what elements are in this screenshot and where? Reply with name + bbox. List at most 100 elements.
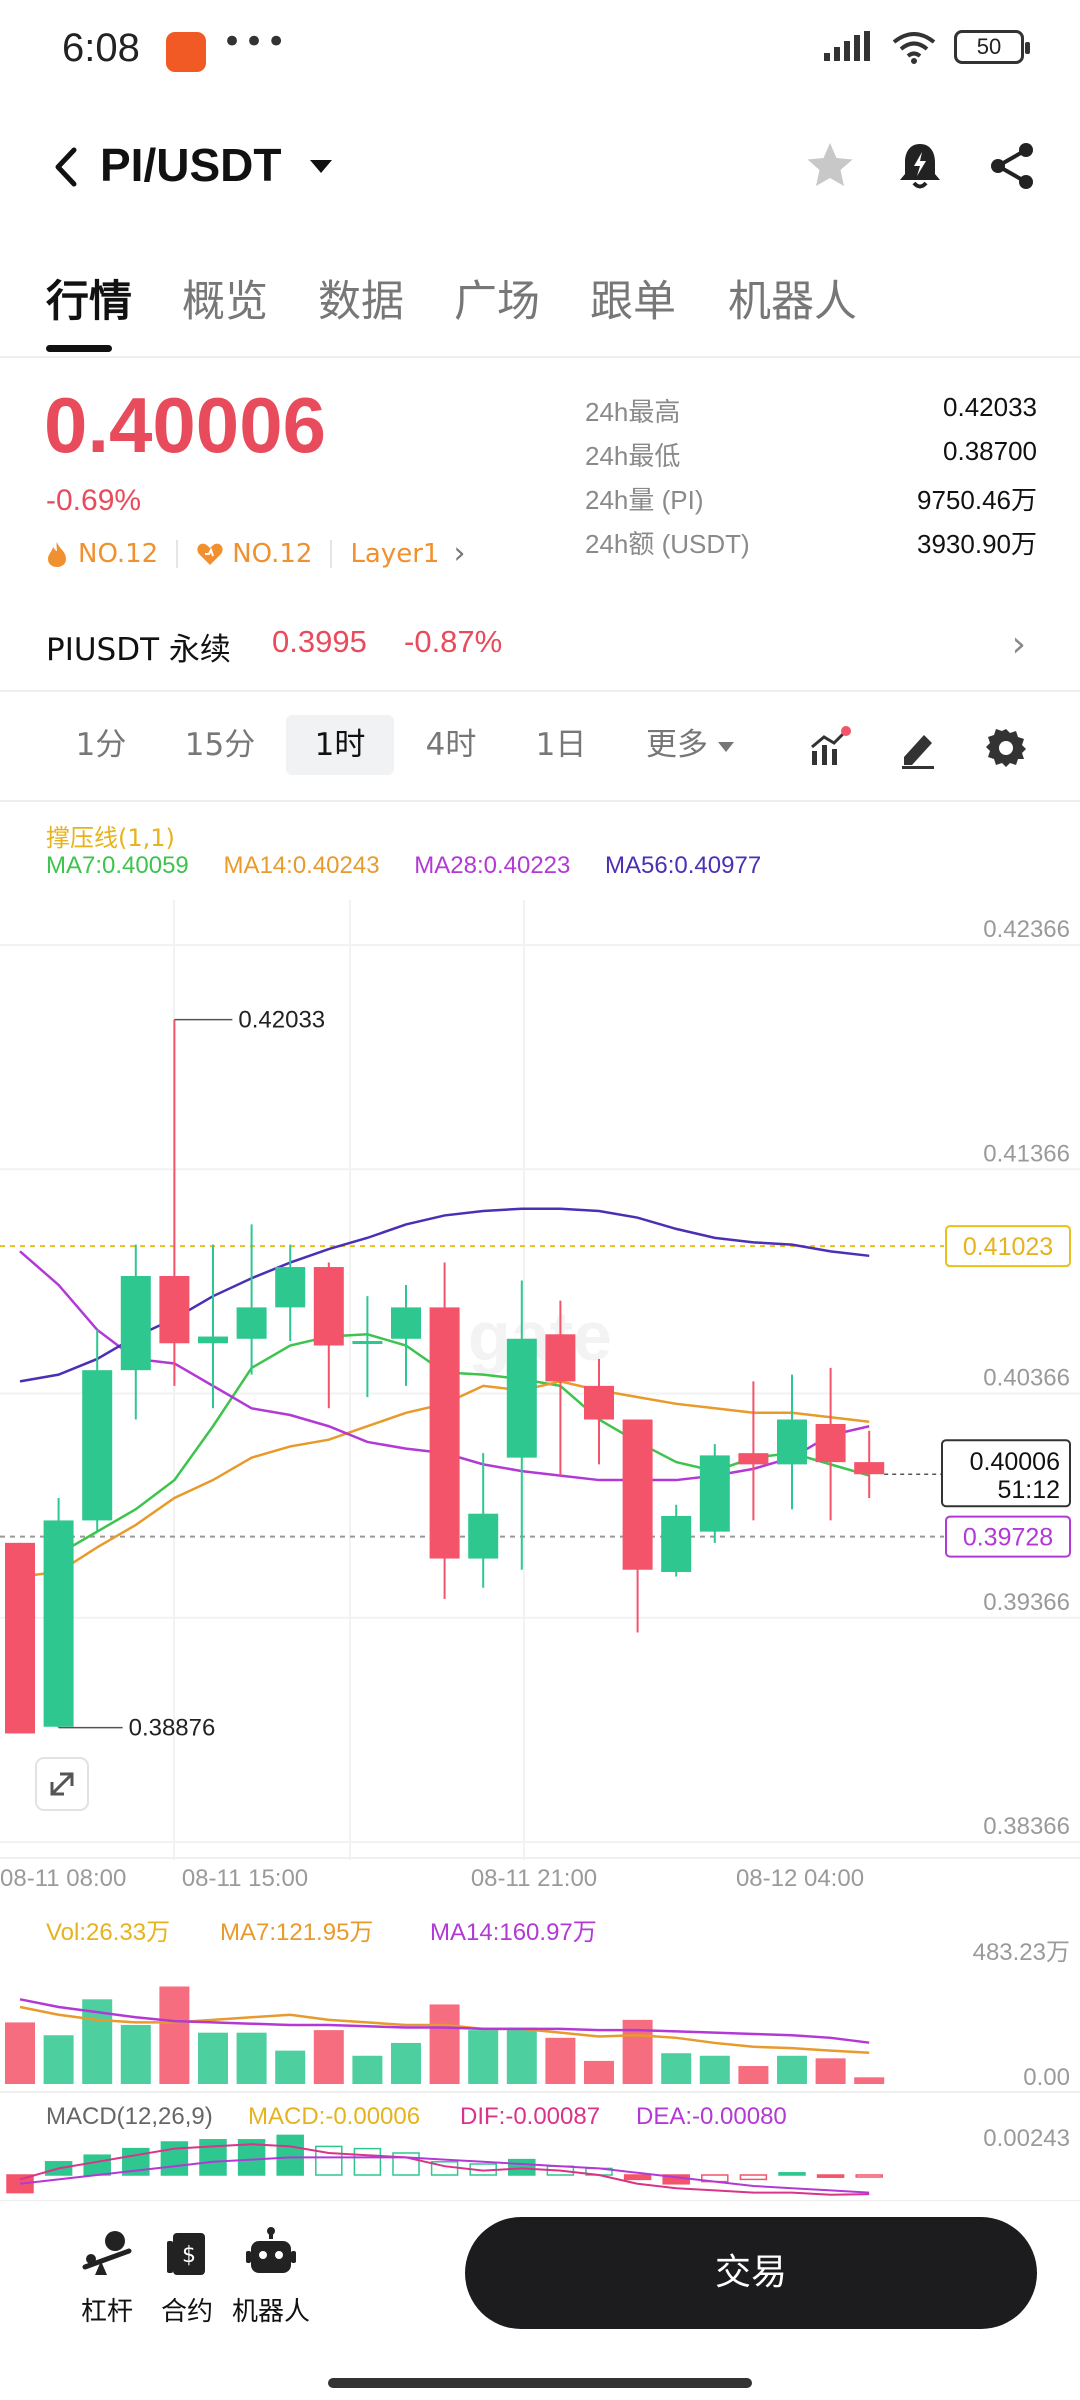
macd-histogram-bar (160, 2141, 189, 2176)
candle-body (275, 1267, 306, 1308)
settings-gear-icon[interactable] (984, 725, 1028, 769)
candle-body (777, 1419, 807, 1465)
interval-1h[interactable]: 1时 (286, 715, 394, 775)
volume-bar (159, 1986, 190, 2084)
volume-ma14-line (19, 1998, 870, 2044)
tab-data[interactable]: 数据 (318, 277, 404, 327)
macd-dea-line (19, 2156, 870, 2194)
volume-max-label: 483.23万 (973, 1939, 1070, 1966)
tab-square[interactable]: 广场 (454, 277, 540, 327)
interval-15m[interactable]: 15分 (184, 727, 256, 763)
candle-countdown-label: 51:12 (997, 1476, 1060, 1504)
x-axis-label: 08-11 21:00 (471, 1865, 597, 1892)
caret-down-icon (718, 741, 734, 752)
signal-icon (824, 31, 870, 61)
volume-bar (545, 2037, 576, 2084)
perpetual-contract-row[interactable]: PIUSDT 永续 0.3995 -0.87% › (0, 610, 1080, 680)
wifi-icon (892, 32, 936, 64)
candle-body (815, 1423, 846, 1463)
interval-4h[interactable]: 4时 (425, 727, 477, 763)
interval-1m[interactable]: 1分 (75, 727, 127, 763)
svg-text:$: $ (182, 2243, 196, 2268)
volume-bar (352, 2055, 383, 2084)
tab-overview[interactable]: 概览 (182, 277, 268, 327)
volume-bar (120, 2024, 151, 2084)
stat-value: 9750.46万 (917, 485, 1037, 515)
leverage-button[interactable]: 杠杆 (52, 2227, 162, 2328)
candle-body (236, 1307, 267, 1339)
macd-histogram-bar (315, 2145, 343, 2176)
candle-body (584, 1385, 614, 1420)
ma28-label: MA28:0.40223 (414, 852, 571, 879)
candle-body (43, 1520, 74, 1727)
ma-legend: MA7:0.40059 MA14:0.40243 MA28:0.40223 MA… (46, 852, 789, 880)
volume-bar (506, 2027, 537, 2084)
leverage-label: 杠杆 (80, 2297, 133, 2327)
volume-bar (43, 2035, 74, 2084)
trade-button[interactable]: 交易 (465, 2217, 1037, 2329)
favorite-rank-tag[interactable]: NO.12 (232, 538, 313, 569)
share-icon[interactable] (984, 138, 1040, 194)
header: PI/USDT (0, 110, 1080, 220)
stat-value: 0.42033 (943, 392, 1037, 422)
y-axis-label: 0.40366 (983, 1365, 1070, 1392)
hot-rank-tag[interactable]: NO.12 (78, 538, 159, 569)
volume-label: Vol:26.33万 (46, 1919, 170, 1946)
x-axis-label: 08-11 08:00 (0, 1865, 126, 1892)
futures-button[interactable]: $ 合约 (132, 2227, 242, 2328)
draw-tool-icon[interactable] (896, 725, 940, 769)
stat-label: 24h额 (USDT) (585, 529, 750, 559)
home-indicator (328, 2378, 752, 2388)
interval-more[interactable]: 更多 (630, 715, 750, 775)
pair-title[interactable]: PI/USDT (100, 139, 282, 191)
price-alert-icon[interactable] (892, 138, 948, 194)
current-price-tag (941, 1439, 1071, 1508)
interval-1d[interactable]: 1日 (535, 727, 587, 763)
volume-bar (198, 2032, 228, 2084)
volume-ma14-label: MA14:160.97万 (430, 1919, 597, 1946)
chevron-right-icon[interactable]: › (1011, 624, 1026, 665)
tab-market[interactable]: 行情 (46, 277, 132, 327)
chevron-right-icon[interactable]: › (453, 536, 466, 571)
leverage-icon (82, 2231, 132, 2275)
pair-dropdown-icon[interactable] (310, 160, 332, 173)
candle-body (854, 1462, 885, 1475)
interval-selector: 1分 15分 1时 4时 1日 更多 (0, 705, 1080, 785)
resistance-tag (945, 1225, 1071, 1268)
watermark: gate (468, 1297, 612, 1375)
indicators-icon[interactable] (808, 725, 852, 769)
bots-button[interactable]: 机器人 (216, 2227, 326, 2328)
macd-histogram-bar (392, 2152, 420, 2176)
support-resistance-indicator-label[interactable]: 撑压线(1,1) (46, 824, 175, 852)
ma56-label: MA56:0.40977 (605, 852, 762, 879)
macd-histogram-bar (739, 2174, 768, 2181)
volume-bar (468, 2030, 499, 2084)
volume-bar (815, 2058, 846, 2084)
status-bar: 6:08 ••• 50 (0, 0, 1080, 100)
volume-bar (699, 2055, 730, 2084)
price-chart[interactable]: gate 0.42366 0.41366 0.40366 0.39366 0.38366 0… (0, 880, 1080, 2205)
divider (0, 690, 1080, 692)
stat-row-high: 24h最高 0.42033 (585, 392, 1037, 436)
futures-label: 合约 (160, 2297, 213, 2327)
candle-body (198, 1336, 228, 1344)
interval-more-label: 更多 (646, 727, 708, 763)
ranking-tags: NO.12 NO.12 Layer1 › (44, 536, 465, 571)
tab-copy-trading[interactable]: 跟单 (590, 277, 676, 327)
fire-icon (48, 541, 66, 567)
back-icon[interactable] (46, 142, 86, 192)
volume-bar (236, 2032, 267, 2084)
category-tag[interactable]: Layer1 (350, 538, 440, 569)
candle-body (429, 1307, 460, 1559)
volume-bar (661, 2053, 692, 2084)
candle-body (545, 1334, 576, 1382)
stat-label: 24h最低 (585, 441, 681, 471)
macd-title: MACD(12,26,9) (46, 2103, 213, 2130)
y-axis-label: 0.38366 (983, 1813, 1070, 1840)
resistance-label: 0.41023 (963, 1233, 1053, 1261)
perpetual-change: -0.87% (404, 624, 503, 659)
tab-bots[interactable]: 机器人 (728, 277, 857, 327)
star-icon[interactable] (802, 138, 858, 194)
candle-body (622, 1419, 653, 1570)
macd-value-label: MACD:-0.00006 (248, 2103, 420, 2130)
